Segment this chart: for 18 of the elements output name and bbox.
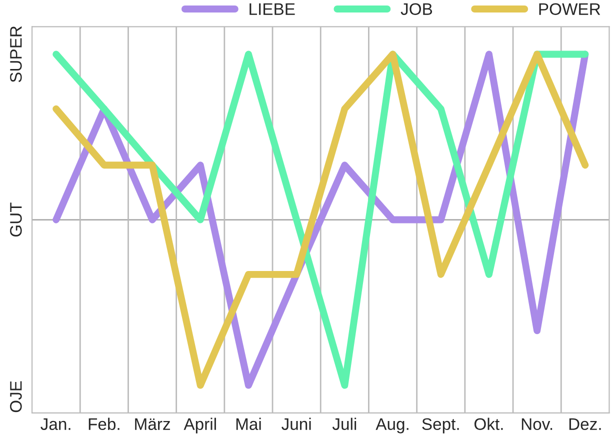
x-tick-label: Juni [282, 418, 311, 430]
text: GUT [10, 202, 22, 237]
x-tick-label: März [135, 418, 170, 430]
x-tick-label: Juli [332, 418, 356, 430]
text: OJE [10, 381, 22, 412]
x-tick-label: April [184, 418, 216, 434]
x-tick-label: Sept. [422, 418, 459, 434]
x-tick-label: Mai [236, 418, 261, 430]
x-tick-label: Jan. [40, 418, 70, 430]
legend-label: LIEBE [250, 3, 295, 15]
x-tick-label: Okt. [474, 418, 503, 430]
text: SUPER [10, 26, 22, 82]
x-tick-label: Feb. [88, 418, 120, 430]
x-tick-label: Aug. [376, 418, 408, 434]
x-tick-label: Nov. [522, 418, 552, 430]
legend-label: POWER [539, 3, 600, 16]
legend-label: JOB [400, 3, 432, 16]
x-tick-label: Dez. [569, 418, 601, 430]
